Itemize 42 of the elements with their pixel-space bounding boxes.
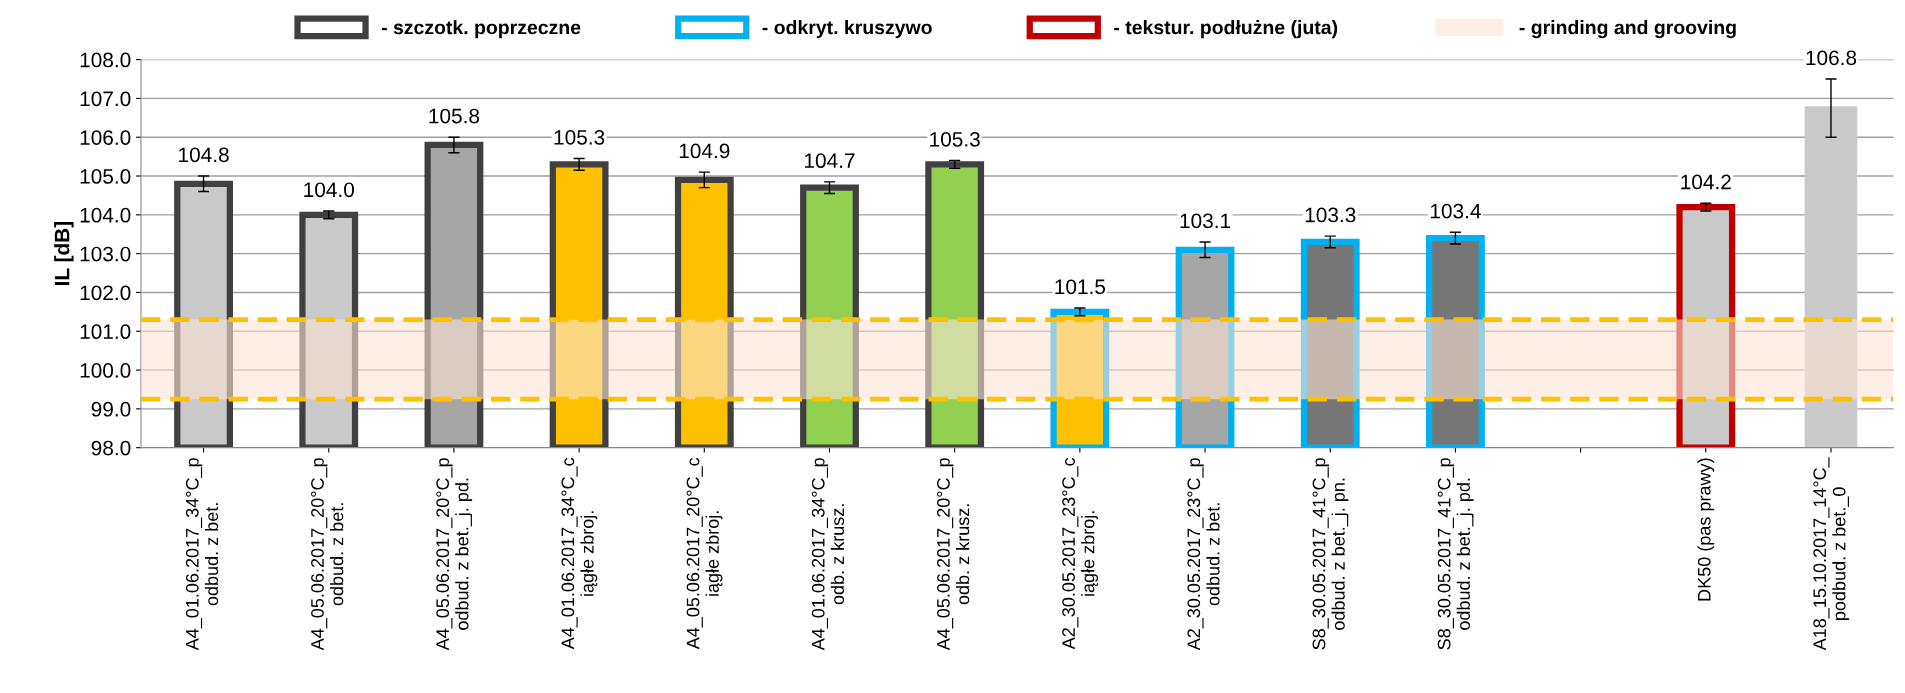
y-tick-label: 98.0 [91,440,131,456]
data-label: 105.8 [429,108,480,124]
x-tick-label: A18_15.10.2017_14°C_ podbud. z bet._0 [1813,457,1850,651]
x-tick-label: A4_05.06.2017_20°C_p odbud. z bet._j. pd. [436,458,473,651]
y-axis-title: IL [dB] [54,222,74,286]
data-label: 106.8 [1806,50,1857,66]
y-tick-label: 108.0 [80,52,131,68]
data-label: 103.3 [1305,207,1356,223]
legend-label: - tekstur. podłużne (juta) [1114,20,1338,39]
legend-label: - odkryt. kruszywo [762,20,932,39]
legend-label: - grinding and grooving [1519,20,1736,39]
x-tick-label: A4_01.06.2017_34°C_c iągłe zbroj. [561,457,598,650]
y-tick-label: 100.0 [80,363,131,378]
data-label: 101.5 [1055,279,1106,295]
y-tick-label: 105.0 [80,169,131,184]
x-tick-label: DK50 (pas prawy) [1697,458,1715,601]
x-tick-label: S8_30.05.2017_41°C_p odbud. z bet._j. pd. [1437,458,1474,650]
y-tick-label: 101.0 [80,324,131,340]
data-label: 104.9 [679,143,730,159]
x-tick-label: A4_05.06.2017_20°C_c iągłe zbroj. [686,457,723,650]
x-tick-label: A4_01.06.2017_34°C_p odbud. z bet. [185,458,219,651]
y-tick-label: 102.0 [80,285,131,301]
x-tick-label: A4_05.06.2017_20°C_p odb. z krusz. [937,458,970,651]
x-tick-label: A4_05.06.2017_20°C_p odbud. z bet. [311,458,344,651]
x-tick-label: S8_30.05.2017_41°C_p odbud. z bet._j. pn. [1312,458,1349,650]
data-label: 103.1 [1180,213,1231,229]
x-tick-label: A4_01.06.2017_34°C_p odb. z krusz. [811,458,845,651]
legend-label: - szczotk. poprzeczne [381,20,581,39]
y-tick-label: 99.0 [91,401,131,417]
y-tick-label: 107.0 [80,91,131,107]
data-label: 105.3 [554,129,605,145]
x-tick-label: A2_30.05.2017_23°C_c iągłe zbroj. [1062,457,1099,650]
y-tick-label: 103.0 [80,246,131,262]
data-label: 104.2 [1681,174,1731,190]
data-label: 104.7 [805,153,855,169]
data-label: 103.4 [1430,203,1481,219]
data-label: 104.0 [304,182,354,198]
y-tick-label: 106.0 [80,130,131,145]
data-label: 105.3 [930,131,980,147]
data-label: 104.8 [179,147,229,163]
x-tick-label: A2_30.05.2017_23°C_p odbud. z bet. [1187,458,1220,651]
y-tick-label: 104.0 [80,207,131,223]
